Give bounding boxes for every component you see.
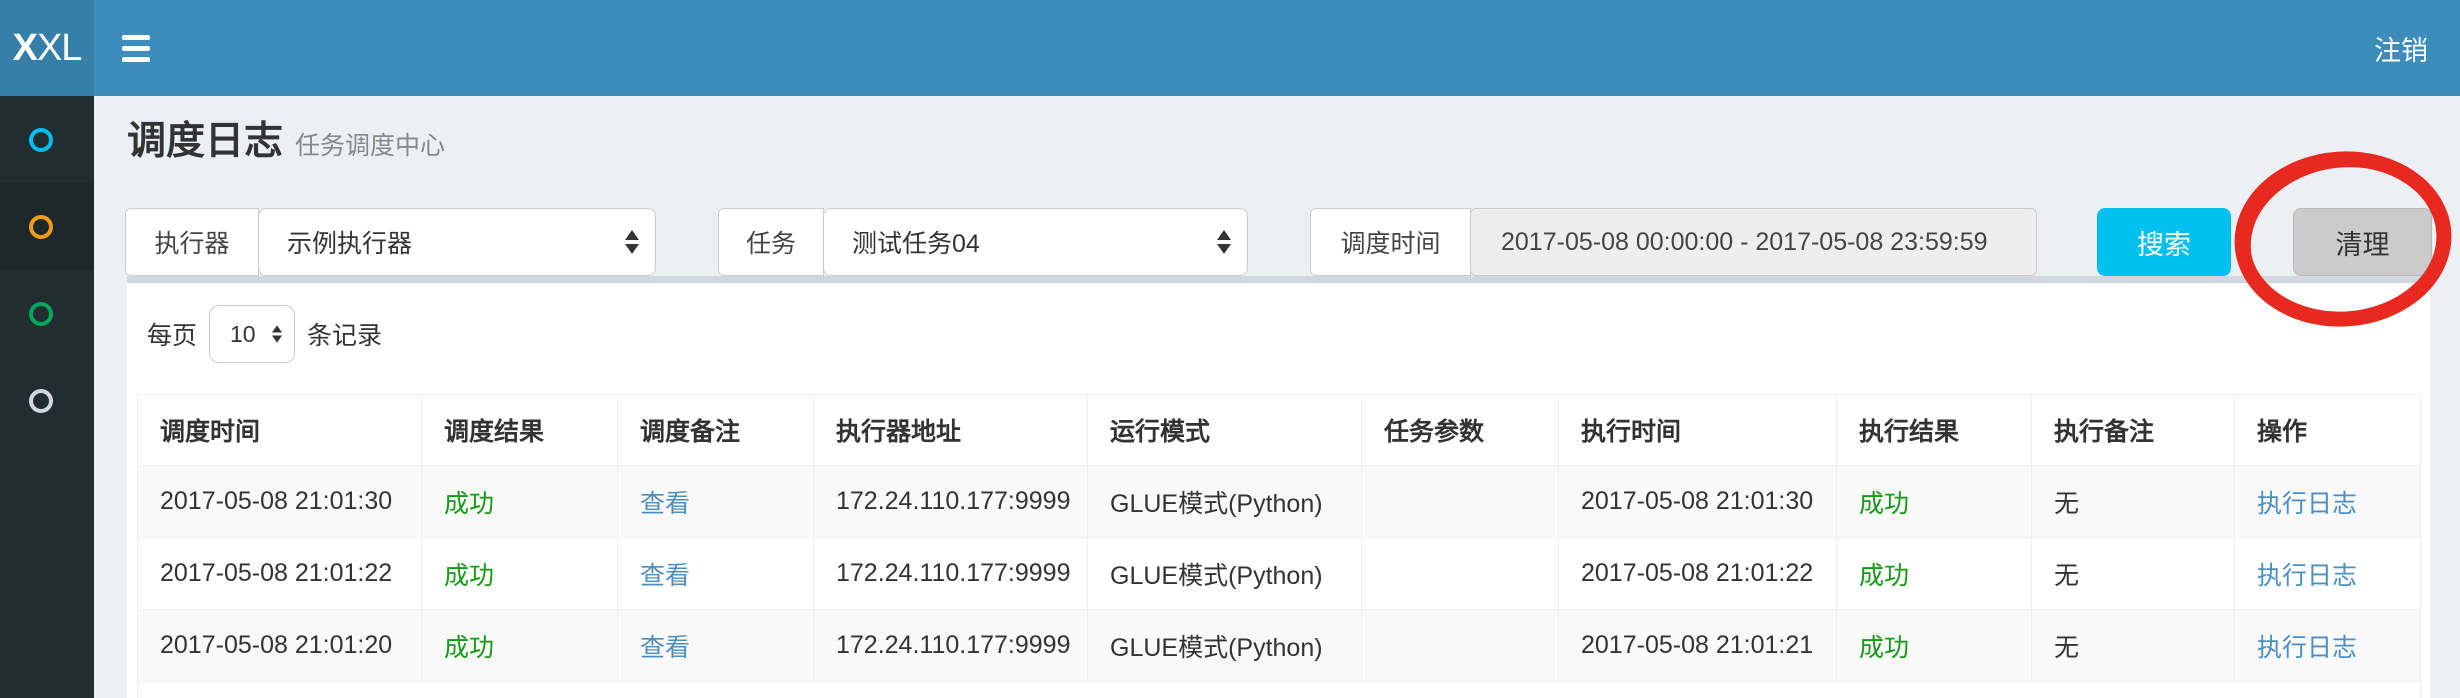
select-arrows-icon	[625, 230, 639, 254]
page-size-value: 10	[230, 320, 256, 347]
cell-trigger-result: 成功	[421, 537, 618, 610]
page-size-row: 每页 10 条记录	[147, 305, 2430, 363]
execution-log-link[interactable]: 执行日志	[2234, 609, 2421, 682]
circle-icon	[29, 214, 53, 239]
circle-icon	[29, 127, 53, 152]
execution-log-link[interactable]: 执行日志	[2234, 465, 2421, 538]
cell-job-param	[1361, 465, 1559, 538]
page-header: 调度日志 任务调度中心	[127, 110, 445, 166]
cell-handle-msg: 无	[2031, 609, 2235, 682]
select-arrows-icon	[1217, 230, 1231, 254]
clear-button[interactable]: 清理	[2293, 208, 2432, 276]
search-button[interactable]: 搜索	[2097, 208, 2231, 276]
cell-handle-result: 成功	[1836, 537, 2032, 610]
cell-trigger-result: 成功	[421, 609, 618, 682]
hamburger-icon	[122, 34, 150, 40]
cell-executor-address: 172.24.110.177:9999	[813, 465, 1088, 538]
executor-select[interactable]: 示例执行器	[258, 208, 656, 276]
dispatch-log-table: 调度时间 调度结果 调度备注 执行器地址 运行模式 任务参数 执行时间 执行结果…	[137, 394, 2421, 698]
sidebar-item-4[interactable]	[0, 357, 94, 444]
trigger-msg-link[interactable]: 查看	[617, 537, 814, 610]
table-row: 2017-05-08 21:01:30 成功 查看 172.24.110.177…	[137, 465, 2421, 538]
col-header-run-mode: 运行模式	[1087, 394, 1362, 466]
col-header-action: 操作	[2234, 394, 2421, 466]
select-arrows-icon	[271, 325, 283, 343]
cell-run-mode: GLUE模式(Python)	[1087, 465, 1362, 538]
cell-handle-time: 2017-05-08 21:01:30	[1558, 465, 1837, 538]
cell-handle-msg: 无	[2031, 537, 2235, 610]
col-header-handle-time: 执行时间	[1558, 394, 1837, 466]
top-navbar: X XL 注销	[0, 0, 2460, 96]
hamburger-icon	[122, 45, 150, 51]
page-size-suffix-label: 条记录	[307, 322, 383, 350]
col-header-handle-result: 执行结果	[1836, 394, 2032, 466]
job-select-value: 测试任务04	[852, 230, 980, 258]
cell-handle-result: 成功	[1836, 465, 2032, 538]
sidebar-nav	[0, 96, 94, 698]
cell-trigger-time: 2017-05-08 21:01:22	[137, 537, 422, 610]
trigger-time-filter-label: 调度时间	[1310, 208, 1471, 276]
cell-handle-time: 2017-05-08 21:01:22	[1558, 537, 1837, 610]
executor-select-value: 示例执行器	[287, 230, 413, 258]
col-header-executor-address: 执行器地址	[813, 394, 1088, 466]
col-header-trigger-msg: 调度备注	[617, 394, 814, 466]
hamburger-icon	[122, 56, 150, 62]
sidebar-item-1[interactable]	[0, 96, 94, 183]
sidebar-item-2-active[interactable]	[0, 183, 94, 270]
job-filter-label: 任务	[718, 208, 824, 276]
logout-link[interactable]: 注销	[2374, 35, 2428, 66]
cell-handle-time: 2017-05-08 21:01:21	[1558, 609, 1837, 682]
col-header-trigger-time: 调度时间	[137, 394, 422, 466]
cell-handle-msg: 无	[2031, 465, 2235, 538]
trigger-msg-link[interactable]: 查看	[617, 609, 814, 682]
circle-icon	[29, 301, 53, 326]
page-size-prefix-label: 每页	[147, 322, 198, 350]
col-header-job-param: 任务参数	[1361, 394, 1559, 466]
cell-run-mode: GLUE模式(Python)	[1087, 609, 1362, 682]
trigger-msg-link[interactable]: 查看	[617, 465, 814, 538]
col-header-trigger-result: 调度结果	[421, 394, 618, 466]
execution-log-link[interactable]: 执行日志	[2234, 537, 2421, 610]
executor-filter-label: 执行器	[125, 208, 259, 276]
cell-trigger-result: 成功	[421, 465, 618, 538]
col-header-handle-msg: 执行备注	[2031, 394, 2235, 466]
log-list-panel: 每页 10 条记录 调度时间 调度结果 调度备注 执行器地址 运行模式 任务参数	[127, 276, 2430, 698]
logo-text-light: XL	[36, 26, 82, 69]
cell-job-param	[1361, 609, 1559, 682]
trigger-time-range-input[interactable]: 2017-05-08 00:00:00 - 2017-05-08 23:59:5…	[1470, 208, 2037, 276]
job-select[interactable]: 测试任务04	[823, 208, 1248, 276]
sidebar-toggle-button[interactable]	[122, 28, 166, 68]
cell-executor-address: 172.24.110.177:9999	[813, 537, 1088, 610]
page-subtitle: 任务调度中心	[295, 132, 446, 160]
sidebar-item-3[interactable]	[0, 270, 94, 357]
cell-handle-result: 成功	[1836, 609, 2032, 682]
cell-run-mode: GLUE模式(Python)	[1087, 537, 1362, 610]
table-row: 2017-05-08 21:01:20 成功 查看 172.24.110.177…	[137, 609, 2421, 682]
app-logo[interactable]: X XL	[0, 0, 94, 96]
circle-icon	[29, 388, 53, 413]
cell-executor-address: 172.24.110.177:9999	[813, 609, 1088, 682]
page-size-select[interactable]: 10	[209, 305, 296, 363]
page-title: 调度日志	[127, 120, 284, 163]
table-header-row: 调度时间 调度结果 调度备注 执行器地址 运行模式 任务参数 执行时间 执行结果…	[137, 394, 2421, 466]
table-row: 2017-05-08 21:01:22 成功 查看 172.24.110.177…	[137, 537, 2421, 610]
cell-trigger-time: 2017-05-08 21:01:20	[137, 609, 422, 682]
logo-text-bold: X	[12, 26, 38, 69]
cell-job-param	[1361, 537, 1559, 610]
cell-trigger-time: 2017-05-08 21:01:30	[137, 465, 422, 538]
table-row-partial	[137, 681, 2421, 698]
